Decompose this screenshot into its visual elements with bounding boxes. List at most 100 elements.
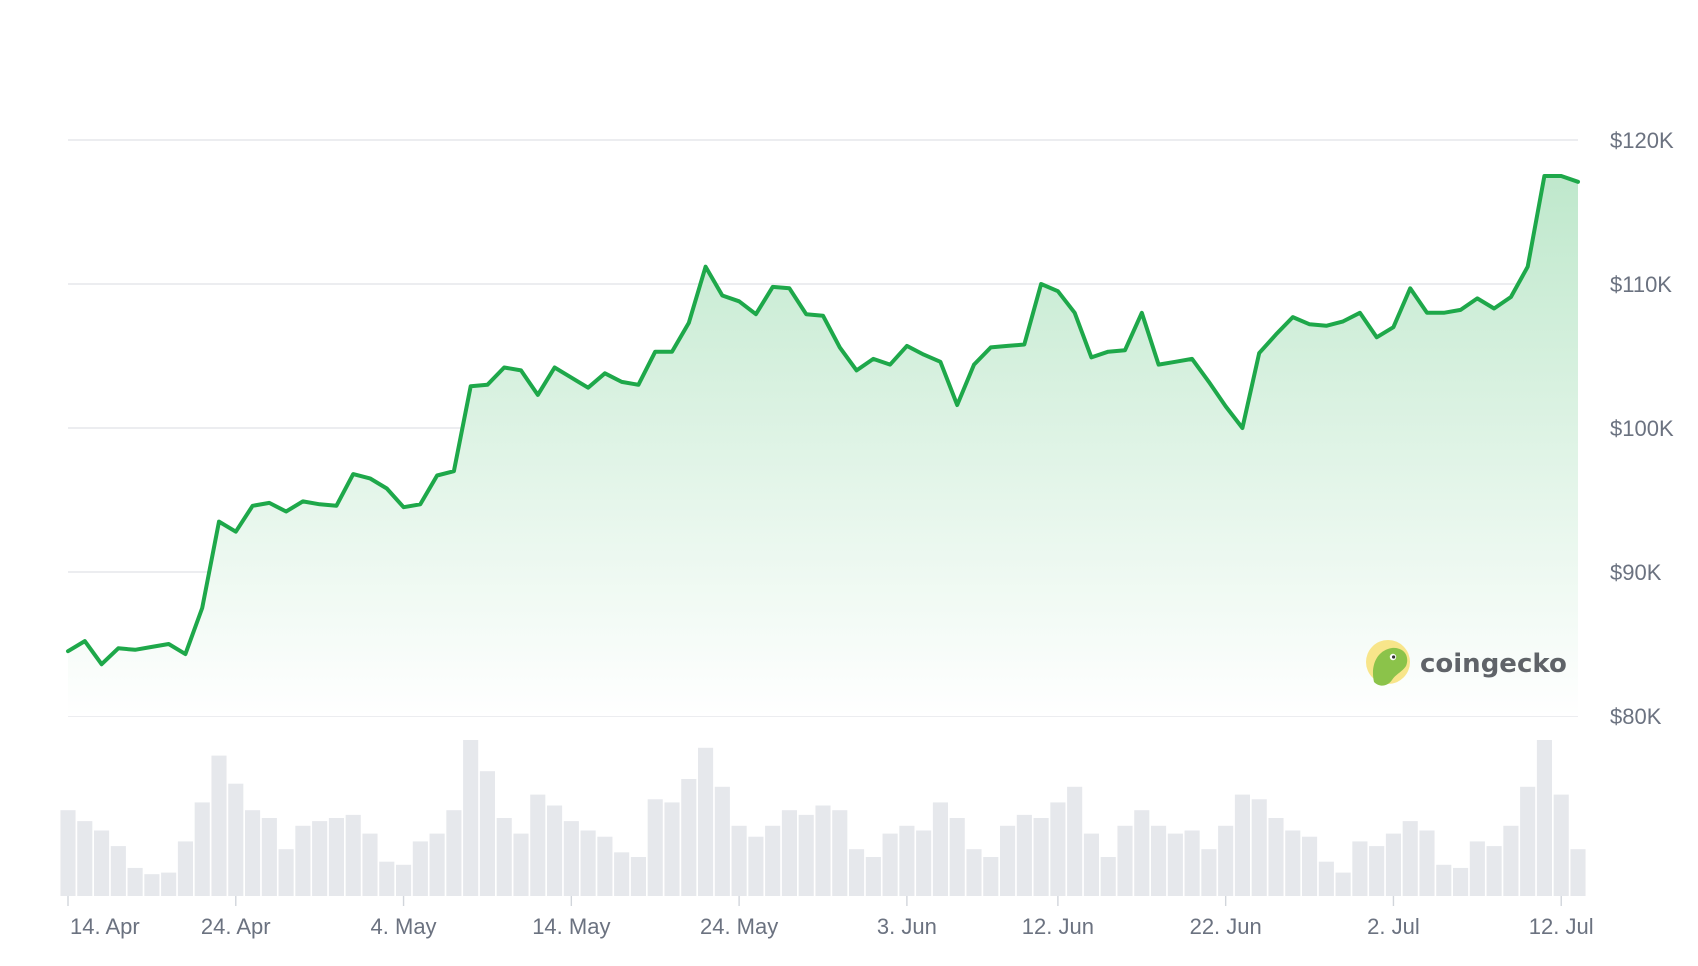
volume-bar bbox=[110, 846, 126, 896]
volume-bar bbox=[1536, 740, 1552, 896]
volume-bar bbox=[60, 810, 76, 896]
x-tick-label: 24. May bbox=[700, 914, 778, 939]
volume-bar bbox=[664, 802, 680, 896]
price-area-fill bbox=[68, 176, 1578, 716]
volume-bar bbox=[177, 841, 193, 896]
volume-bar bbox=[1117, 825, 1133, 896]
volume-bar bbox=[312, 821, 328, 896]
x-tick-label: 14. May bbox=[532, 914, 610, 939]
volume-bar bbox=[1570, 849, 1586, 896]
volume-bar bbox=[781, 810, 797, 896]
volume-bar bbox=[966, 849, 982, 896]
volume-bar bbox=[328, 818, 344, 896]
volume-bar bbox=[714, 786, 730, 896]
volume-bar bbox=[446, 810, 462, 896]
volume-bar bbox=[614, 852, 630, 896]
coingecko-watermark: coingecko bbox=[1366, 640, 1567, 686]
volume-bar bbox=[1050, 802, 1066, 896]
volume-bar bbox=[1318, 861, 1334, 896]
volume-bar bbox=[1184, 830, 1200, 896]
volume-bar bbox=[580, 830, 596, 896]
x-tick-label: 22. Jun bbox=[1190, 914, 1262, 939]
volume-bar bbox=[1369, 846, 1385, 896]
volume-bar bbox=[630, 857, 646, 896]
price-line bbox=[66, 174, 1580, 667]
volume-bar bbox=[1167, 833, 1183, 896]
volume-bar bbox=[1335, 872, 1351, 896]
volume-bar bbox=[1402, 821, 1418, 896]
volume-bar bbox=[748, 836, 764, 896]
x-tick-label: 12. Jul bbox=[1529, 914, 1594, 939]
volume-bars bbox=[60, 740, 1586, 896]
volume-bar bbox=[396, 864, 412, 896]
volume-bar bbox=[1268, 818, 1284, 896]
volume-bar bbox=[731, 825, 747, 896]
volume-bar bbox=[547, 805, 563, 896]
volume-bar bbox=[1453, 867, 1469, 896]
volume-bar bbox=[949, 818, 965, 896]
volume-bar bbox=[681, 779, 697, 896]
volume-bar bbox=[345, 814, 361, 896]
volume-bar bbox=[530, 794, 546, 896]
volume-bar bbox=[1067, 786, 1083, 896]
volume-bar bbox=[1151, 825, 1167, 896]
volume-bar bbox=[983, 857, 999, 896]
volume-bar bbox=[1486, 846, 1502, 896]
volume-bar bbox=[1302, 836, 1318, 896]
volume-bar bbox=[379, 861, 395, 896]
volume-bar bbox=[815, 805, 831, 896]
brand-name: coingecko bbox=[1420, 649, 1567, 679]
price-series-line bbox=[66, 174, 1580, 667]
volume-bar bbox=[1251, 799, 1267, 896]
volume-bar bbox=[496, 818, 512, 896]
volume-bar bbox=[1385, 833, 1401, 896]
volume-bar bbox=[1520, 786, 1536, 896]
volume-bar bbox=[597, 836, 613, 896]
volume-bar bbox=[1100, 857, 1116, 896]
volume-bar bbox=[1469, 841, 1485, 896]
volume-bar bbox=[211, 755, 227, 896]
x-axis-ticks: 14. Apr 24. Apr 4. May 14. May 24. May 3. Jun… bbox=[67, 896, 1594, 939]
volume-bar bbox=[1503, 825, 1519, 896]
y-tick-label: $100K bbox=[1610, 416, 1674, 441]
volume-bar bbox=[161, 872, 177, 896]
volume-bar bbox=[899, 825, 915, 896]
volume-bar bbox=[1234, 794, 1250, 896]
volume-bar bbox=[1352, 841, 1368, 896]
volume-bar bbox=[1218, 825, 1234, 896]
y-tick-label: $110K bbox=[1610, 272, 1672, 297]
volume-bar bbox=[1134, 810, 1150, 896]
volume-bar bbox=[882, 833, 898, 896]
y-tick-label: $80K bbox=[1610, 704, 1662, 729]
x-tick-label: 12. Jun bbox=[1022, 914, 1094, 939]
volume-bar bbox=[1436, 864, 1452, 896]
volume-bar bbox=[77, 821, 93, 896]
volume-bar bbox=[932, 802, 948, 896]
volume-bar bbox=[647, 799, 663, 896]
x-tick-label: 14. Apr bbox=[70, 914, 140, 939]
volume-bar bbox=[1419, 830, 1435, 896]
volume-bar bbox=[849, 849, 865, 896]
volume-bar bbox=[1553, 794, 1569, 896]
volume-bar bbox=[144, 874, 160, 896]
volume-bar bbox=[916, 830, 932, 896]
volume-bar bbox=[513, 833, 529, 896]
volume-bar bbox=[1201, 849, 1217, 896]
volume-bar bbox=[429, 833, 445, 896]
x-tick-label: 24. Apr bbox=[201, 914, 271, 939]
y-tick-label: $120K bbox=[1610, 128, 1674, 153]
volume-bar bbox=[295, 825, 311, 896]
volume-bar bbox=[798, 814, 814, 896]
volume-bar bbox=[412, 841, 428, 896]
volume-bar bbox=[278, 849, 294, 896]
x-tick-label: 3. Jun bbox=[877, 914, 937, 939]
volume-bar bbox=[698, 747, 714, 896]
x-tick-label: 4. May bbox=[371, 914, 437, 939]
volume-bar bbox=[362, 833, 378, 896]
volume-bar bbox=[1033, 818, 1049, 896]
volume-bar bbox=[228, 783, 244, 896]
price-area bbox=[68, 176, 1578, 716]
volume-bar bbox=[194, 802, 210, 896]
volume-bar bbox=[765, 825, 781, 896]
